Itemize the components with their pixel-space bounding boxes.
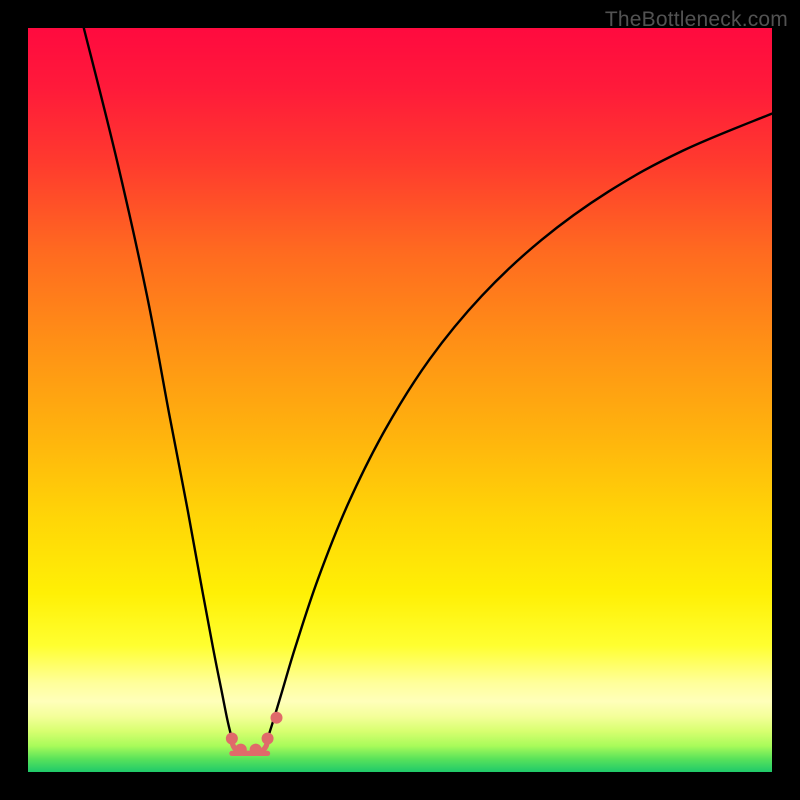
curve-layer bbox=[28, 28, 772, 772]
trough-marker bbox=[235, 744, 247, 756]
plot-area bbox=[28, 28, 772, 772]
curve-left-branch bbox=[84, 28, 232, 739]
watermark-text: TheBottleneck.com bbox=[605, 8, 788, 32]
trough-marker bbox=[271, 712, 283, 724]
trough-marker bbox=[262, 733, 274, 745]
curve-right-branch bbox=[268, 114, 772, 739]
trough-marker bbox=[226, 733, 238, 745]
trough-marker bbox=[250, 744, 262, 756]
